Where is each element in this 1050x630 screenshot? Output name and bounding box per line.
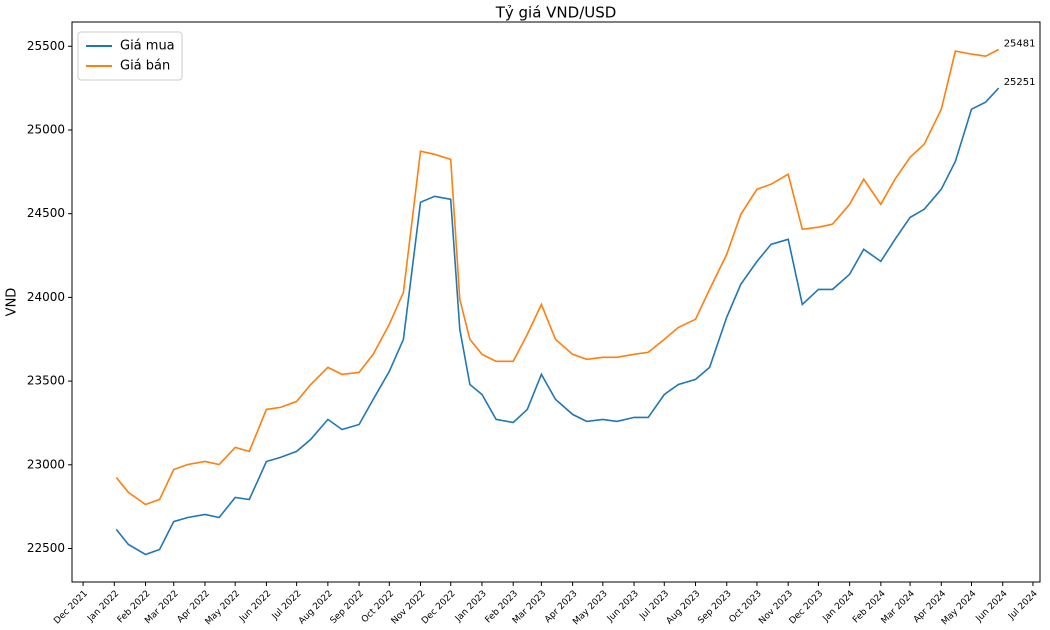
y-tick-label: 24500	[27, 206, 65, 220]
legend-label: Giá bán	[120, 59, 170, 74]
x-tick-label: Sep 2022	[329, 589, 366, 626]
legend-label: Giá mua	[120, 39, 175, 54]
x-tick-label: Aug 2023	[665, 589, 703, 627]
legend-box	[77, 31, 183, 81]
x-tick-label: Aug 2022	[297, 589, 335, 627]
x-tick-label: Jun 2024	[974, 589, 1010, 625]
annotation: 25481	[1004, 38, 1036, 49]
chart-title: Tỷ giá VND/USD	[495, 4, 617, 22]
x-tick-label: Sep 2023	[696, 589, 733, 626]
y-tick-label: 24000	[27, 290, 65, 304]
x-tick-label: Jul 2024	[1006, 589, 1040, 623]
line-series	[115, 48, 1000, 506]
y-tick-label: 23000	[27, 457, 65, 471]
y-tick-label: 25000	[27, 122, 65, 136]
y-tick-label: 23500	[27, 374, 65, 388]
x-tick-label: Dec 2021	[52, 589, 90, 627]
y-tick-label: 22500	[27, 541, 65, 555]
y-tick-label: 25500	[27, 39, 65, 53]
annotation: 25251	[1004, 77, 1036, 88]
x-tick-label: Jun 2022	[237, 589, 273, 625]
line-series	[115, 87, 1000, 556]
x-tick-label: Jun 2023	[605, 589, 641, 625]
y-axis-label: VND	[5, 288, 20, 317]
plot-frame	[71, 21, 1041, 583]
